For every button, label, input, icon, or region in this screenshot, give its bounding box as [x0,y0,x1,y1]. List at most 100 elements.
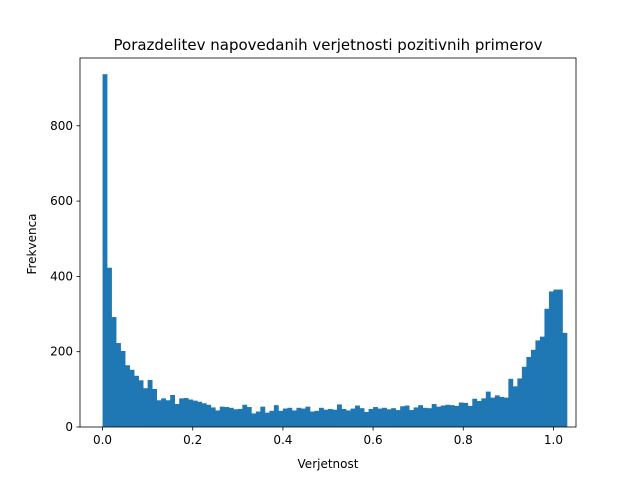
histogram-bar [296,407,302,427]
histogram-bar [413,407,419,427]
histogram-bar [233,409,239,427]
histogram-bar [422,407,428,427]
y-tick-label: 200 [50,345,73,359]
histogram-bar [418,405,424,427]
histogram-bar [472,398,478,427]
histogram-bar [260,406,266,427]
histogram-bar [436,406,442,427]
histogram-bar [431,404,437,427]
histogram-bar [282,408,288,427]
histogram-bar [165,400,171,427]
x-axis-label: Verjetnost [298,457,359,471]
histogram-bar [210,407,216,427]
histogram-bar [332,409,338,427]
histogram-bar [197,401,203,427]
histogram-bar [147,379,153,427]
histogram-bar [485,391,491,427]
histogram-bar [539,336,545,427]
histogram-bar [400,406,406,427]
histogram-bar [228,407,234,427]
histogram-bar [201,403,207,427]
histogram-bar [490,397,496,427]
histogram-bar [368,408,374,427]
histogram-bar [152,388,158,427]
histogram-bar [373,407,378,427]
histogram-bar [499,396,505,427]
histogram-bar [120,350,126,427]
histogram-bar [134,375,139,427]
y-tick-label: 400 [50,269,73,283]
histogram-bar [111,317,117,427]
x-tick-label: 1.0 [544,433,563,447]
histogram-bar [467,405,473,427]
histogram-bar [449,405,455,427]
histogram-bar [458,402,464,427]
y-axis-label: Frekvenca [25,213,39,274]
histogram-bar [553,289,559,427]
plot-frame [79,57,577,428]
histogram-bar [494,395,500,427]
histogram-bar [476,401,482,427]
histogram-bar [427,408,433,427]
histogram-bar [251,413,257,427]
histogram-bar [179,398,185,427]
y-tick-label: 0 [65,420,73,434]
histogram-bar [481,398,487,427]
histogram-bar [300,408,306,427]
histogram-bar [535,340,541,427]
histogram-bar [328,408,333,427]
histogram-bar [314,410,320,427]
histogram-bar [364,411,369,427]
histogram-bar [161,398,167,427]
histogram-bar [129,369,135,427]
histogram-bar [255,411,261,427]
histogram-bar [323,409,329,427]
histogram-bar [291,410,297,427]
histogram-bar [544,308,550,427]
histogram-bar [391,408,396,427]
histogram-bar [183,398,189,427]
x-tick-label: 0.4 [273,433,292,447]
histogram-bar [206,404,212,427]
histogram-bar [463,402,469,427]
histogram-bar [382,407,387,427]
histogram-bar [521,366,527,427]
x-tick-label: 0.2 [183,433,202,447]
histogram-bar [107,267,112,427]
histogram-bar [125,365,130,427]
x-tick-label: 0.0 [93,433,112,447]
histogram-bar [309,411,315,427]
histogram-bar [530,349,536,427]
histogram-bar [273,405,279,427]
histogram-bar [269,410,275,427]
histogram-bar [174,404,180,427]
histogram-bar [548,291,554,427]
histogram-bar [138,380,144,427]
histogram-bar [440,405,446,427]
histogram-bar [318,407,324,427]
histogram-bar [355,405,360,427]
histogram-bar [359,408,365,427]
histogram-bar [242,404,248,427]
histogram-bar [219,406,225,427]
histogram-bar [404,405,410,427]
histogram-bar [278,410,284,427]
histogram-bar [246,407,252,427]
histogram-bar [143,388,148,427]
histogram-bar [562,332,568,427]
histogram-bar [377,408,383,427]
y-tick-label: 600 [50,194,73,208]
histogram-bar [526,356,532,427]
histogram-bar [192,400,198,427]
histogram-bar [517,378,523,427]
histogram-bar [170,394,176,427]
histogram-bar [156,400,162,427]
histogram-bar [557,289,563,427]
histogram-bar [116,343,121,427]
histogram-bar [264,412,270,427]
histogram-bar [454,405,460,427]
histogram-bar [445,404,451,427]
histogram-bar [512,386,518,427]
histogram-bar [341,408,347,427]
